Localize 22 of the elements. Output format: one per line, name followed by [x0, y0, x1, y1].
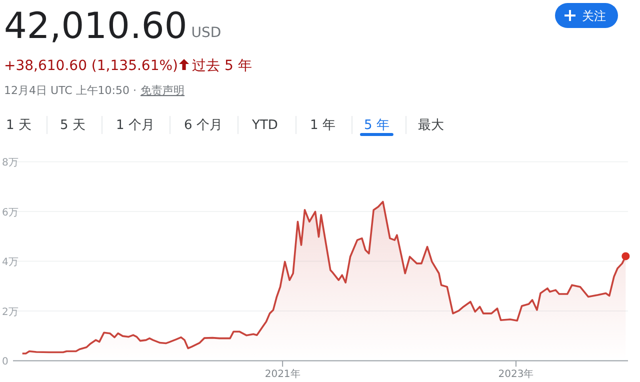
text: 最大 [418, 118, 444, 133]
y-tick-label: 2万 [2, 306, 18, 318]
y-tick-label: 4万 [2, 257, 18, 268]
text: +38,610.60 (1,135.61%) [4, 58, 178, 74]
y-tick-label: 8万 [2, 158, 18, 169]
text: USD [191, 25, 222, 41]
text: 免责声明 [140, 84, 184, 97]
text: 5 天 [60, 118, 86, 133]
x-tick-label: 2023年 [498, 368, 534, 380]
text: 过去 5 年 [192, 58, 252, 74]
text: 6 个月 [184, 118, 222, 133]
text: 关注 [582, 9, 606, 23]
text: 1 年 [310, 118, 336, 133]
text: 5 年 [364, 118, 390, 133]
text: YTD [251, 118, 278, 133]
y-tick-label: 0 [2, 356, 8, 368]
text: 1 个月 [116, 118, 154, 133]
text: 1 天 [6, 118, 32, 133]
chart-title: 42,010.60 [4, 6, 188, 47]
text: 12月4日 UTC 上午10:50 · [4, 84, 136, 97]
y-tick-label: 6万 [2, 207, 18, 218]
x-tick-label: 2021年 [264, 368, 300, 380]
